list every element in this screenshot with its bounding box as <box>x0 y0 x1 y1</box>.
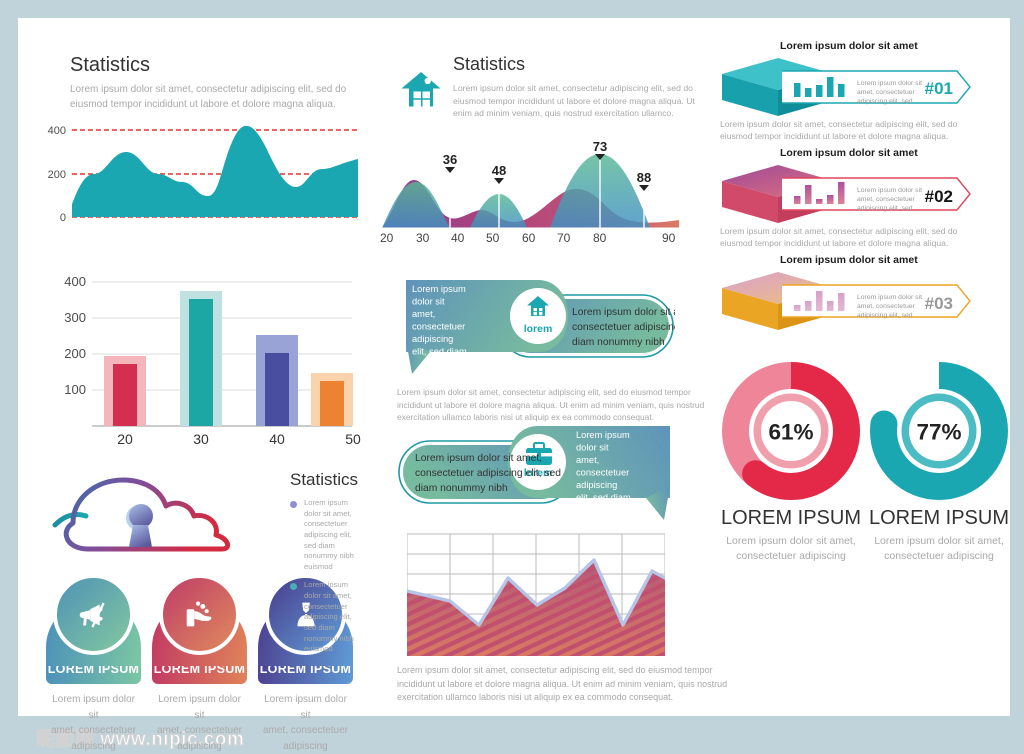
svg-text:Lorem ipsum dolor sit: Lorem ipsum dolor sit <box>857 80 922 87</box>
svg-text:adipiscing elit, sed: adipiscing elit, sed <box>857 312 913 319</box>
svg-text:400: 400 <box>48 126 66 137</box>
svg-text:20: 20 <box>117 431 133 447</box>
svg-text:60: 60 <box>522 231 536 245</box>
svg-text:adipiscing elit, sed: adipiscing elit, sed <box>857 98 913 105</box>
svg-text:36: 36 <box>443 152 457 167</box>
svg-text:amet, consectetuer: amet, consectetuer <box>857 303 916 310</box>
svg-text:diam nonummy nibh: diam nonummy nibh <box>572 337 665 348</box>
svg-text:50: 50 <box>486 231 500 245</box>
svg-text:300: 300 <box>64 310 86 325</box>
svg-text:70: 70 <box>557 231 571 245</box>
svg-text:dolor sit: dolor sit <box>412 297 445 307</box>
svg-text:consectetuer: consectetuer <box>576 468 629 478</box>
svg-text:40: 40 <box>451 231 465 245</box>
svg-text:48: 48 <box>492 163 506 178</box>
svg-text:#03: #03 <box>925 294 953 313</box>
svg-text:Lorem ipsum dolor sit amet,: Lorem ipsum dolor sit amet, <box>572 307 675 318</box>
svg-text:Lorem ipsum dolor sit: Lorem ipsum dolor sit <box>857 294 922 301</box>
svg-text:Lorem ipsum: Lorem ipsum <box>412 284 466 294</box>
svg-text:amet,: amet, <box>412 309 435 319</box>
svg-text:88: 88 <box>637 170 651 185</box>
svg-text:#01: #01 <box>925 79 953 98</box>
svg-text:adipiscing: adipiscing <box>412 334 453 344</box>
svg-text:40: 40 <box>269 431 285 447</box>
svg-text:30: 30 <box>416 231 430 245</box>
svg-text:#02: #02 <box>925 187 953 206</box>
svg-text:400: 400 <box>64 274 86 289</box>
svg-text:73: 73 <box>593 139 607 154</box>
svg-text:90: 90 <box>662 231 676 245</box>
svg-text:200: 200 <box>64 346 86 361</box>
svg-text:amet,: amet, <box>576 455 599 465</box>
svg-text:elit, sed diam: elit, sed diam <box>412 347 467 357</box>
svg-text:30: 30 <box>193 431 209 447</box>
svg-text:77%: 77% <box>916 419 961 444</box>
svg-text:200: 200 <box>48 169 66 181</box>
svg-text:50: 50 <box>345 431 361 447</box>
svg-text:Lorem ipsum dolor sit amet,: Lorem ipsum dolor sit amet, <box>415 453 542 464</box>
svg-text:80: 80 <box>593 231 607 245</box>
svg-text:61%: 61% <box>768 419 813 444</box>
svg-text:100: 100 <box>64 382 86 397</box>
svg-text:consectetuer: consectetuer <box>412 322 465 332</box>
svg-text:dolor sit: dolor sit <box>576 443 609 453</box>
svg-text:elit, sed diam: elit, sed diam <box>576 493 631 503</box>
svg-text:adipiscing elit, sed: adipiscing elit, sed <box>857 205 913 212</box>
svg-text:Lorem ipsum dolor sit: Lorem ipsum dolor sit <box>857 187 922 194</box>
svg-text:Lorem ipsum: Lorem ipsum <box>576 430 630 440</box>
svg-text:0: 0 <box>60 212 66 221</box>
svg-text:consectetuer adipiscing elit,: consectetuer adipiscing elit, sed <box>572 322 675 333</box>
svg-text:amet, consectetuer: amet, consectetuer <box>857 89 916 96</box>
svg-text:lorem: lorem <box>524 323 553 335</box>
svg-text:amet, consectetuer: amet, consectetuer <box>857 196 916 203</box>
svg-text:adipiscing: adipiscing <box>576 480 617 490</box>
svg-text:20: 20 <box>380 231 394 245</box>
